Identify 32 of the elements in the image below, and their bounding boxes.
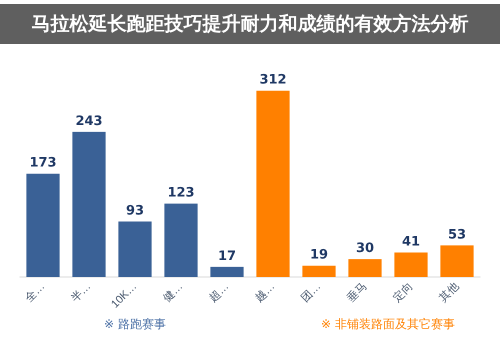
text: ※ 非铺装路面及其它赛事 [321,316,455,333]
x-tick-label: 超… [207,280,232,305]
x-tick-label: 越… [252,280,278,305]
bar [118,222,152,278]
x-tick-label: 其他 [436,280,462,305]
data-label: 41 [402,234,420,250]
data-label: 17 [218,248,236,264]
bar [164,204,198,278]
x-tick-label: 半… [68,280,94,305]
data-label: 243 [75,114,103,129]
data-label: 312 [259,72,287,88]
bar [302,266,336,278]
x-tick-label: 定向 [390,280,416,305]
data-label: 53 [448,227,466,242]
bar [26,174,60,278]
x-tick-label: 团… [299,280,324,305]
chart-title: 马拉松延长跑距技巧提升耐力和成绩的有效方法分析 [0,4,500,44]
bar [348,259,382,278]
bar [256,90,290,278]
bar [394,252,428,278]
data-label: 173 [29,156,57,171]
data-label: 19 [310,248,328,263]
data-label: 93 [126,203,144,218]
bar [210,266,244,278]
x-tick-label: 全… [23,280,48,305]
bar [72,132,106,278]
data-label: 123 [167,185,195,200]
x-tick-label: 垂马 [344,280,370,305]
bar [440,245,474,278]
data-label: 30 [356,241,374,256]
text: ※ 路跑赛事 [104,316,166,333]
x-tick-label: 健… [161,280,186,305]
